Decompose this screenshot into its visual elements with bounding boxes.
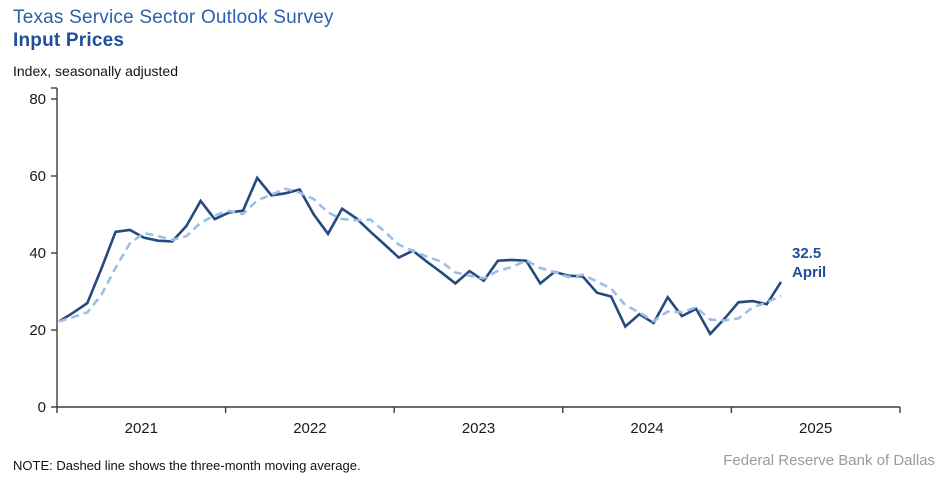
last-point-month: April	[792, 264, 827, 281]
y-tick-label: 80	[29, 91, 46, 108]
x-year-label: 2021	[125, 420, 158, 437]
chart-title: Texas Service Sector Outlook Survey	[13, 7, 334, 28]
last-point-annotation: 32.5 April	[792, 244, 826, 282]
y-tick-label: 20	[29, 322, 46, 339]
last-point-value: 32.5	[792, 245, 822, 262]
input-prices-line	[58, 175, 783, 337]
source-attribution: Federal Reserve Bank of Dallas	[723, 452, 935, 469]
chart-subtitle: Input Prices	[13, 30, 125, 51]
y-tick-label: 60	[29, 168, 46, 185]
moving-average-line	[58, 187, 782, 323]
x-year-label: 2023	[462, 420, 495, 437]
y-axis-unit-label: Index, seasonally adjusted	[13, 63, 178, 79]
y-tick-label: 0	[38, 399, 46, 416]
x-year-label: 2025	[799, 420, 832, 437]
footnote: NOTE: Dashed line shows the three-month …	[13, 458, 361, 473]
x-year-label: 2024	[630, 420, 663, 437]
y-tick-label: 40	[29, 245, 46, 262]
x-year-label: 2022	[293, 420, 326, 437]
